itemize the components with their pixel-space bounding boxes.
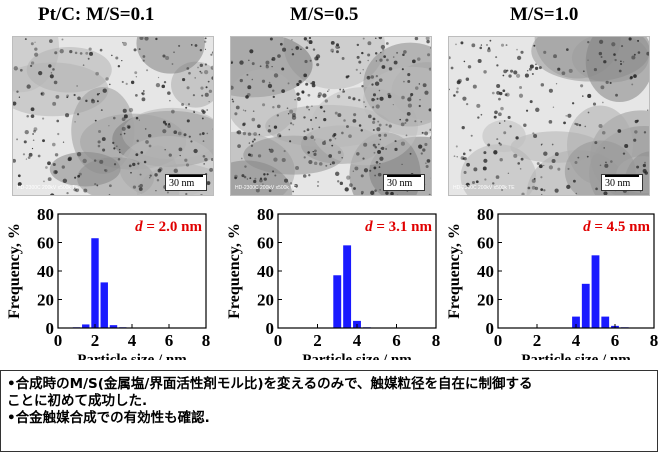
y-tick-label: 0 bbox=[486, 319, 495, 338]
y-tick-label: 80 bbox=[477, 205, 494, 224]
y-tick-label: 0 bbox=[266, 319, 275, 338]
panel-title-1: Pt/C: M/S=0.1 bbox=[38, 4, 155, 25]
x-axis-label: Particle size / nm bbox=[521, 352, 631, 360]
x-tick-label: 4 bbox=[572, 331, 581, 350]
histogram-bar bbox=[343, 245, 352, 328]
panel-title-2: M/S=0.5 bbox=[290, 4, 359, 25]
scale-bar: 30 nm bbox=[601, 174, 643, 191]
x-tick-label: 2 bbox=[91, 331, 100, 350]
panel-title-3: M/S=1.0 bbox=[510, 4, 579, 25]
y-tick-label: 20 bbox=[37, 291, 54, 310]
summary-line-3: •合金触媒合成での有効性も確認. bbox=[7, 410, 210, 426]
x-axis-label: Particle size / nm bbox=[77, 352, 187, 360]
scale-bar: 30 nm bbox=[383, 174, 425, 191]
histogram-bar bbox=[100, 282, 108, 328]
histogram-bar bbox=[601, 316, 610, 328]
y-tick-label: 60 bbox=[37, 234, 54, 253]
summary-line-1: •合成時のM/S(金属塩/界面活性剤モル比)を変えるのみで、触媒粒径を自在に制御… bbox=[7, 376, 533, 392]
x-tick-label: 2 bbox=[533, 331, 542, 350]
y-tick-label: 20 bbox=[477, 291, 494, 310]
y-tick-label: 40 bbox=[257, 262, 274, 281]
histogram-bar bbox=[333, 275, 342, 328]
x-tick-label: 6 bbox=[611, 331, 620, 350]
instrument-text: HD-2300C 200kV x500k TE bbox=[17, 185, 79, 191]
y-axis-label: Frequency, % bbox=[6, 223, 23, 319]
histogram-bar bbox=[109, 325, 118, 328]
x-tick-label: 4 bbox=[353, 331, 362, 350]
y-tick-label: 80 bbox=[257, 205, 274, 224]
y-axis-label: Frequency, % bbox=[446, 223, 463, 319]
x-tick-label: 0 bbox=[274, 331, 283, 350]
x-tick-label: 2 bbox=[313, 331, 322, 350]
mean-size-annotation: d = 2.0 nm bbox=[135, 219, 202, 235]
tem-image-2: HD-2300C 200kV x500k TE 30 nm bbox=[230, 36, 432, 196]
y-tick-label: 20 bbox=[257, 291, 274, 310]
summary-box: •合成時のM/S(金属塩/界面活性剤モル比)を変えるのみで、触媒粒径を自在に制御… bbox=[0, 370, 658, 452]
histogram-bar bbox=[591, 255, 600, 328]
x-tick-label: 8 bbox=[650, 331, 659, 350]
mean-size-annotation: d = 3.1 nm bbox=[365, 219, 432, 235]
x-tick-label: 8 bbox=[202, 331, 211, 350]
x-tick-label: 8 bbox=[432, 331, 441, 350]
histogram-bar bbox=[91, 238, 99, 328]
histogram-bar bbox=[572, 316, 580, 328]
x-tick-label: 0 bbox=[494, 331, 503, 350]
summary-line-2: ことに初めて成功した. bbox=[7, 393, 148, 409]
mean-size-annotation: d = 4.5 nm bbox=[583, 219, 650, 235]
y-tick-label: 80 bbox=[37, 205, 54, 224]
x-tick-label: 6 bbox=[392, 331, 401, 350]
scale-bar: 30 nm bbox=[165, 174, 207, 191]
x-tick-label: 6 bbox=[165, 331, 174, 350]
tem-image-1: HD-2300C 200kV x500k TE 30 nm bbox=[12, 36, 214, 196]
y-tick-label: 60 bbox=[257, 234, 274, 253]
histogram-chart-2: 0 20 40 60 80 0 2 4 6 8 Particle size / nm Frequenc… bbox=[226, 205, 441, 360]
tem-image-3: HD-2300C 200kV x500k TE 30 nm bbox=[448, 36, 650, 196]
y-tick-label: 40 bbox=[477, 262, 494, 281]
y-tick-label: 0 bbox=[46, 319, 55, 338]
x-axis-label: Particle size / nm bbox=[302, 352, 412, 360]
y-tick-label: 40 bbox=[37, 262, 54, 281]
instrument-text: HD-2300C 200kV x500k TE bbox=[453, 185, 515, 191]
y-axis-label: Frequency, % bbox=[226, 223, 243, 319]
x-tick-label: 4 bbox=[128, 331, 137, 350]
x-tick-label: 0 bbox=[54, 331, 63, 350]
histogram-chart-1: 0 20 40 60 80 0 2 4 6 8 Particle size / nm Frequenc… bbox=[6, 205, 211, 360]
y-tick-label: 60 bbox=[477, 234, 494, 253]
histogram-bar bbox=[82, 324, 90, 328]
histogram-chart-3: 0 20 40 60 80 0 2 4 6 8 Particle size / nm Frequenc… bbox=[446, 205, 659, 360]
instrument-text: HD-2300C 200kV x500k TE bbox=[235, 185, 297, 191]
histogram-bar bbox=[581, 283, 590, 328]
